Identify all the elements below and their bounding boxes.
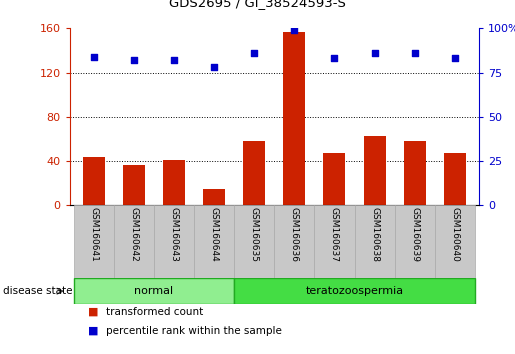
Text: ■: ■: [88, 326, 98, 336]
Bar: [283, 32, 305, 205]
Point: [370, 50, 379, 56]
Bar: [435, 205, 475, 278]
Bar: [123, 166, 145, 205]
Point: [290, 27, 298, 33]
Bar: [394, 205, 435, 278]
Point: [410, 50, 419, 56]
Point: [170, 57, 178, 63]
Bar: [74, 278, 234, 304]
Text: ■: ■: [88, 307, 98, 316]
Text: disease state: disease state: [3, 286, 72, 296]
Text: GSM160637: GSM160637: [330, 207, 339, 263]
Bar: [114, 205, 154, 278]
Point: [250, 50, 259, 56]
Text: GDS2695 / GI_38524593-S: GDS2695 / GI_38524593-S: [169, 0, 346, 9]
Point: [90, 54, 98, 59]
Bar: [404, 141, 426, 205]
Text: GSM160635: GSM160635: [250, 207, 259, 263]
Text: GSM160638: GSM160638: [370, 207, 379, 263]
Text: GSM160639: GSM160639: [410, 207, 419, 263]
Bar: [154, 205, 194, 278]
Text: GSM160641: GSM160641: [89, 207, 98, 262]
Bar: [323, 153, 346, 205]
Bar: [194, 205, 234, 278]
Bar: [274, 205, 314, 278]
Text: GSM160636: GSM160636: [290, 207, 299, 263]
Point: [210, 64, 218, 70]
Text: GSM160642: GSM160642: [129, 207, 138, 262]
Text: percentile rank within the sample: percentile rank within the sample: [106, 326, 282, 336]
Bar: [243, 141, 265, 205]
Text: teratozoospermia: teratozoospermia: [305, 286, 404, 296]
Bar: [364, 136, 386, 205]
Text: normal: normal: [134, 286, 174, 296]
Point: [330, 56, 338, 61]
Text: transformed count: transformed count: [106, 307, 203, 316]
Text: GSM160643: GSM160643: [169, 207, 178, 262]
Text: GSM160640: GSM160640: [450, 207, 459, 262]
Bar: [314, 205, 354, 278]
Bar: [163, 160, 185, 205]
Point: [130, 57, 138, 63]
Bar: [444, 153, 466, 205]
Bar: [234, 205, 274, 278]
Bar: [234, 278, 475, 304]
Text: GSM160644: GSM160644: [210, 207, 218, 262]
Point: [451, 56, 459, 61]
Bar: [203, 189, 225, 205]
Bar: [354, 205, 394, 278]
Bar: [74, 205, 114, 278]
Bar: [82, 156, 105, 205]
